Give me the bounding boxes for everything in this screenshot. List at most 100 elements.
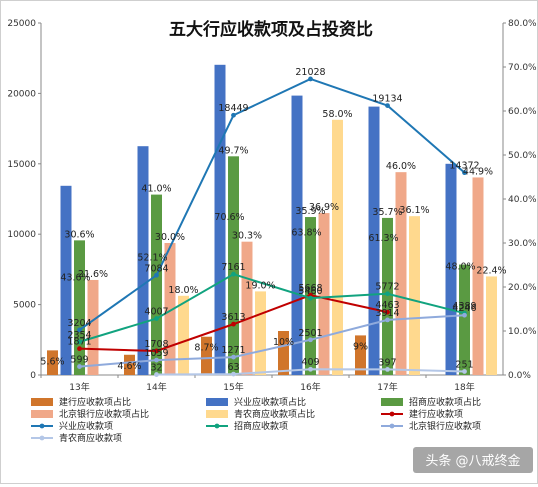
point-bjbank [77, 364, 82, 369]
bar-qingnong [255, 291, 266, 375]
legend-label: 北京银行应收款项 [409, 420, 481, 432]
bar-value-label: 18.0% [168, 285, 198, 296]
x-tick-label: 17年 [377, 381, 397, 393]
right-tick-label: 30.0% [508, 239, 537, 249]
line-value-label: 63 [227, 362, 239, 373]
right-tick-label: 80.0% [508, 19, 537, 29]
right-tick-label: 40.0% [508, 195, 537, 205]
bar-value-label: 35.9% [295, 206, 325, 217]
right-tick-label: 10.0% [508, 327, 537, 337]
point-zhaoshang [385, 291, 390, 297]
bar-bjbank [472, 177, 484, 375]
legend-item-qingnong_bar: 青农商应收款项占比 [206, 408, 315, 420]
bars [47, 64, 497, 376]
bar-jianhang [278, 331, 289, 375]
point-zhaoshang [154, 316, 159, 321]
legend-label: 招商应收款项占比 [409, 396, 481, 408]
bar-bjbank [164, 243, 176, 375]
bar-jianhang [47, 350, 58, 375]
legend-item-jianhang_bar: 建行应收款项占比 [31, 396, 131, 408]
bar-bjbank [395, 172, 407, 375]
legend-item-xingye_line: 兴业应收款项 [31, 420, 113, 432]
legend-swatch [31, 398, 53, 406]
bar-jianhang [124, 354, 135, 375]
point-jianhang [231, 321, 236, 327]
legend-swatch [381, 398, 403, 406]
x-tick-label: 18年 [454, 381, 474, 393]
line-value-label: 3204 [67, 318, 91, 329]
bar-xingye [445, 163, 457, 375]
right-tick-label: 0.0% [508, 371, 531, 381]
bar-value-label: 21.6% [78, 269, 108, 280]
line-value-label: 4463 [375, 300, 399, 311]
line-value-label: 1271 [221, 345, 245, 356]
point-bjbank [154, 357, 159, 363]
line-value-label: 21028 [295, 67, 325, 78]
line-value-label: 18449 [218, 103, 248, 114]
bar-zhaoshang [151, 194, 162, 375]
bar-value-label: 10% [273, 337, 294, 348]
legend-swatch [206, 410, 228, 418]
bar-value-label: 5.6% [40, 356, 64, 367]
line-value-label: 32 [150, 363, 162, 374]
data-labels: 5.6% 4.6% 8.7% 10% 9% 30.6% 41.0% 49.7% 35.9% 35.… [40, 67, 506, 374]
point-zhaoshang [231, 271, 236, 277]
xingye-pct-label: 43.6% [60, 272, 90, 283]
point-zhaoshang [308, 295, 313, 301]
line-xingye [78, 77, 466, 331]
legend-item-bjbank_bar: 北京银行应收款项占比 [31, 408, 149, 420]
point-qingnong [462, 369, 467, 374]
line-value-label: 2501 [298, 328, 322, 339]
bar-xingye [291, 95, 303, 375]
line-bjbank [79, 314, 465, 368]
xingye-pct-label: 52.1% [137, 253, 167, 264]
xingye-pct-label: 61.3% [368, 233, 398, 244]
line-value-label: 599 [70, 355, 88, 366]
point-bjbank [231, 354, 236, 360]
bar-bjbank [318, 213, 330, 375]
line-value-label: 14372 [449, 161, 479, 172]
point-jianhang [77, 346, 82, 352]
legend-marker [389, 423, 395, 429]
bar-zhaoshang [228, 156, 239, 375]
bar-xingye [137, 146, 149, 375]
bar-qingnong [332, 119, 343, 375]
left-tick-label: 0 [30, 371, 36, 381]
line-value-label: 409 [301, 357, 319, 368]
legend-label: 青农商应收款项占比 [234, 408, 315, 420]
bar-value-label: 36.9% [309, 202, 339, 213]
bar-bjbank [87, 279, 99, 375]
line-value-label: 5772 [375, 282, 399, 293]
point-jianhang [154, 348, 159, 354]
point-xingye [231, 112, 236, 118]
legend-marker [214, 423, 220, 429]
line-value-label: 7084 [144, 263, 168, 274]
point-qingnong [385, 367, 390, 372]
right-tick-label: 60.0% [508, 107, 537, 117]
legend-marker [39, 423, 45, 429]
left-tick-label: 5000 [13, 301, 36, 311]
legend-item-xingye_bar: 兴业应收款项占比 [206, 396, 306, 408]
bar-zhaoshang [459, 264, 470, 375]
bar-zhaoshang [382, 217, 393, 375]
point-xingye [154, 272, 159, 278]
legend-item-jianhang_line: 建行应收款项 [381, 408, 463, 420]
line-value-label: 3914 [375, 308, 399, 319]
legend-label: 建行应收款项 [409, 408, 463, 420]
point-zhaoshang [77, 339, 82, 345]
bar-xingye [214, 64, 226, 376]
watermark: 头条 @八戒终金 [413, 447, 533, 473]
watermark-text: 头条 @八戒终金 [425, 453, 520, 469]
bar-zhaoshang [74, 240, 85, 375]
bar-value-label: 30.3% [232, 231, 262, 242]
bar-value-label: 30.6% [64, 229, 94, 240]
line-value-label: 251 [455, 359, 473, 370]
left-tick-label: 25000 [7, 19, 36, 29]
legend-swatch [206, 398, 228, 406]
legend-label: 招商应收款项 [234, 420, 288, 432]
point-xingye [462, 170, 467, 176]
bar-value-label: 46.0% [386, 161, 416, 172]
bar-value-label: 36.1% [399, 205, 429, 216]
